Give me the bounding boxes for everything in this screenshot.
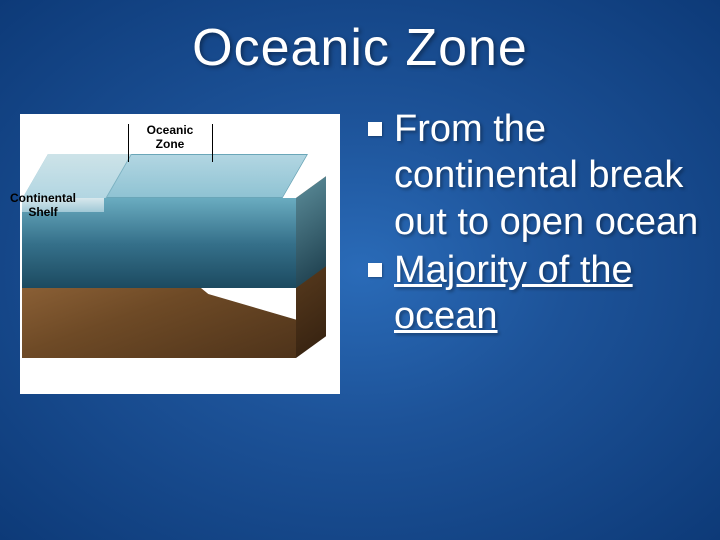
bullet-text: Majority of the ocean [394, 247, 702, 340]
bullet-item: From the continental break out to open o… [368, 106, 702, 245]
square-bullet-icon [368, 263, 382, 277]
diagram-label-continental-shelf: Continental Shelf [0, 192, 86, 220]
square-bullet-icon [368, 122, 382, 136]
diagram-label-oceanic-zone: Oceanic Zone [140, 124, 200, 152]
content-row: Oceanic Zone Continental Shelf From the … [0, 106, 720, 394]
block-3d [34, 154, 326, 384]
ocean-block-diagram: Oceanic Zone [20, 114, 340, 394]
guide-line-left [128, 124, 129, 162]
block-front-water-deep [22, 244, 296, 288]
page-title: Oceanic Zone [0, 0, 720, 78]
bullet-item: Majority of the ocean [368, 247, 702, 340]
bullet-text: From the continental break out to open o… [394, 106, 702, 245]
guide-line-right [212, 124, 213, 162]
diagram-column: Oceanic Zone Continental Shelf [10, 106, 350, 394]
bullets-column: From the continental break out to open o… [350, 106, 710, 394]
